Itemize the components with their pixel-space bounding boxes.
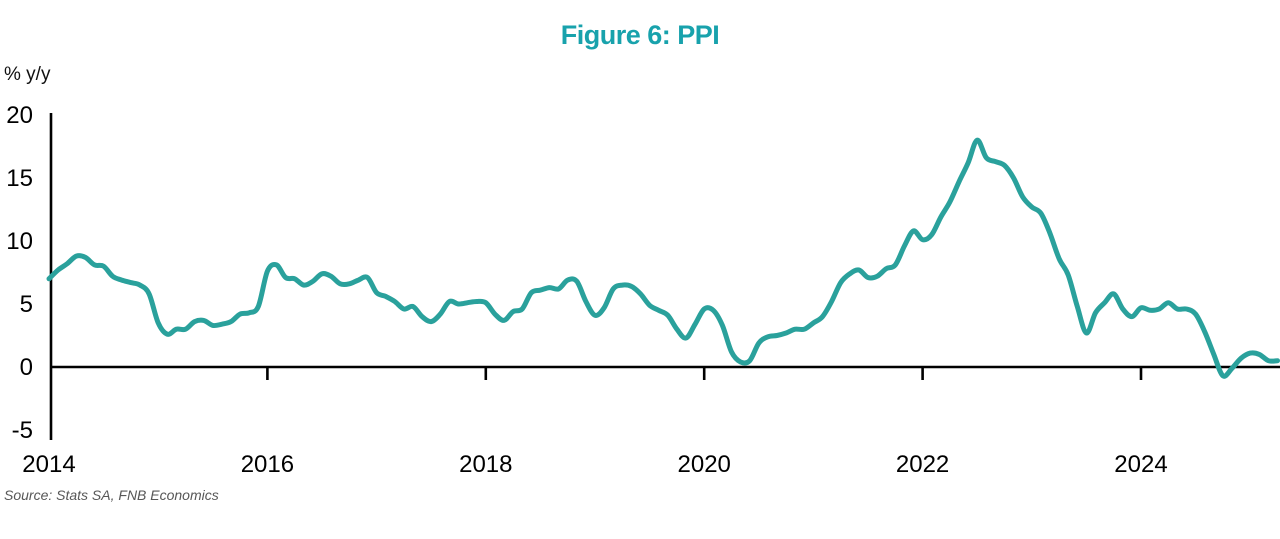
ppi-series-line — [46, 137, 1280, 379]
y-tick-label-10: 10 — [6, 228, 33, 255]
source-note: Source: Stats SA, FNB Economics — [4, 487, 219, 503]
x-tick-label-2014: 2014 — [22, 451, 75, 478]
y-tick-label-0: 0 — [20, 354, 33, 381]
chart-title: Figure 6: PPI — [560, 20, 720, 50]
y-tick-label--5: -5 — [12, 417, 33, 444]
x-tick-label-2020: 2020 — [678, 451, 731, 478]
y-tick-label-20: 20 — [6, 102, 33, 129]
y-tick-label-5: 5 — [20, 291, 33, 318]
x-tick-label-2024: 2024 — [1114, 451, 1167, 478]
x-tick-label-2016: 2016 — [241, 451, 294, 478]
y-tick-label-15: 15 — [6, 165, 33, 192]
y-axis-unit-label: % y/y — [4, 64, 51, 85]
x-tick-label-2022: 2022 — [896, 451, 949, 478]
x-tick-label-2018: 2018 — [459, 451, 512, 478]
